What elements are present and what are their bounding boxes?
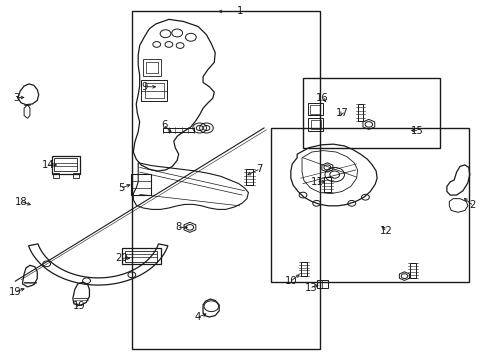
Text: 1: 1 — [236, 6, 243, 17]
Bar — [54, 158, 77, 171]
Bar — [141, 80, 167, 101]
Bar — [73, 173, 79, 178]
Text: 13: 13 — [304, 283, 317, 293]
Bar — [271, 128, 468, 282]
Text: 9: 9 — [141, 82, 147, 92]
Text: 4: 4 — [195, 312, 201, 322]
Bar — [144, 83, 163, 98]
Text: 3: 3 — [13, 93, 20, 103]
Bar — [52, 156, 80, 174]
Bar — [125, 251, 157, 262]
Bar — [310, 105, 320, 114]
Bar — [357, 104, 363, 121]
Text: 8: 8 — [175, 222, 182, 232]
Text: 5: 5 — [118, 183, 124, 193]
Bar — [143, 59, 160, 76]
Text: 17: 17 — [335, 108, 347, 118]
Text: 14: 14 — [42, 160, 55, 170]
Text: 15: 15 — [410, 126, 423, 135]
Bar — [162, 128, 194, 132]
Bar — [324, 177, 330, 192]
Bar — [122, 248, 160, 264]
Bar — [307, 103, 322, 116]
Text: 12: 12 — [379, 226, 391, 236]
Bar — [300, 262, 306, 276]
Bar — [303, 78, 439, 148]
Text: 16: 16 — [316, 93, 328, 103]
Bar — [245, 169, 252, 185]
Text: 10: 10 — [284, 276, 297, 286]
Bar — [316, 280, 328, 288]
Bar — [409, 263, 415, 278]
Text: 20: 20 — [115, 253, 128, 263]
Bar — [53, 173, 59, 178]
Text: 19: 19 — [9, 287, 21, 297]
Bar — [146, 62, 158, 73]
Bar — [132, 11, 320, 349]
Text: 6: 6 — [161, 121, 167, 130]
Bar — [310, 120, 320, 129]
Text: 2: 2 — [468, 200, 475, 210]
Bar — [131, 174, 151, 195]
Bar — [307, 118, 323, 131]
Text: 7: 7 — [255, 164, 262, 174]
Text: 18: 18 — [15, 197, 27, 207]
Text: 11: 11 — [311, 177, 324, 187]
Text: 19: 19 — [73, 301, 86, 311]
